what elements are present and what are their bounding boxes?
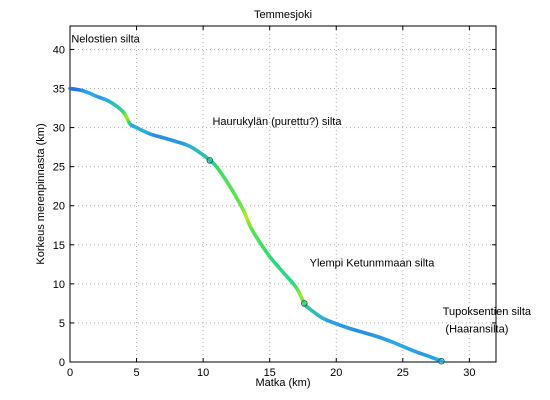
x-tick-label: 25 xyxy=(397,367,409,379)
y-tick-label: 0 xyxy=(59,357,65,369)
axis-ticks: 0 5 10 15 20 25 30 0 5 10 15 20 25 30 35 40 xyxy=(53,26,496,379)
y-tick-label: 15 xyxy=(53,240,65,252)
bridge-annotation: (Haaransilta) xyxy=(445,323,508,335)
y-tick-label: 10 xyxy=(53,279,65,291)
annotation-group: Nelostien silta Haurukylän (purettu?) sil… xyxy=(71,33,532,335)
x-tick-label: 5 xyxy=(134,367,140,379)
series-line xyxy=(68,86,444,363)
x-tick-label: 20 xyxy=(330,367,342,379)
grid xyxy=(69,26,496,363)
chart-title: Temmesjoki xyxy=(254,9,312,21)
y-tick-label: 35 xyxy=(53,84,65,96)
bridge-marker xyxy=(438,357,445,365)
marker-group xyxy=(206,157,445,365)
bridge-marker xyxy=(301,300,308,307)
x-tick-label: 0 xyxy=(67,367,73,379)
x-tick-label: 15 xyxy=(264,367,276,379)
y-tick-label: 5 xyxy=(59,318,65,330)
y-axis-label: Korkeus merenpinnasta (km) xyxy=(35,123,47,264)
bridge-annotation: Tupoksentien silta xyxy=(443,306,532,318)
y-tick-label: 25 xyxy=(53,162,65,174)
y-tick-label: 40 xyxy=(53,44,65,56)
bridge-marker xyxy=(206,157,214,164)
bridge-annotation: Ylempi Ketunmmaan silta xyxy=(310,258,436,270)
x-tick-label: 30 xyxy=(463,367,475,379)
x-axis-label: Matka (km) xyxy=(256,377,311,389)
x-tick-label: 10 xyxy=(197,367,209,379)
bridge-annotation: Nelostien silta xyxy=(71,33,140,45)
y-tick-label: 20 xyxy=(53,201,65,213)
bridge-annotation: Haurukylän (purettu?) silta xyxy=(212,116,342,128)
plot-area xyxy=(69,25,497,363)
y-tick-label: 30 xyxy=(53,123,65,135)
